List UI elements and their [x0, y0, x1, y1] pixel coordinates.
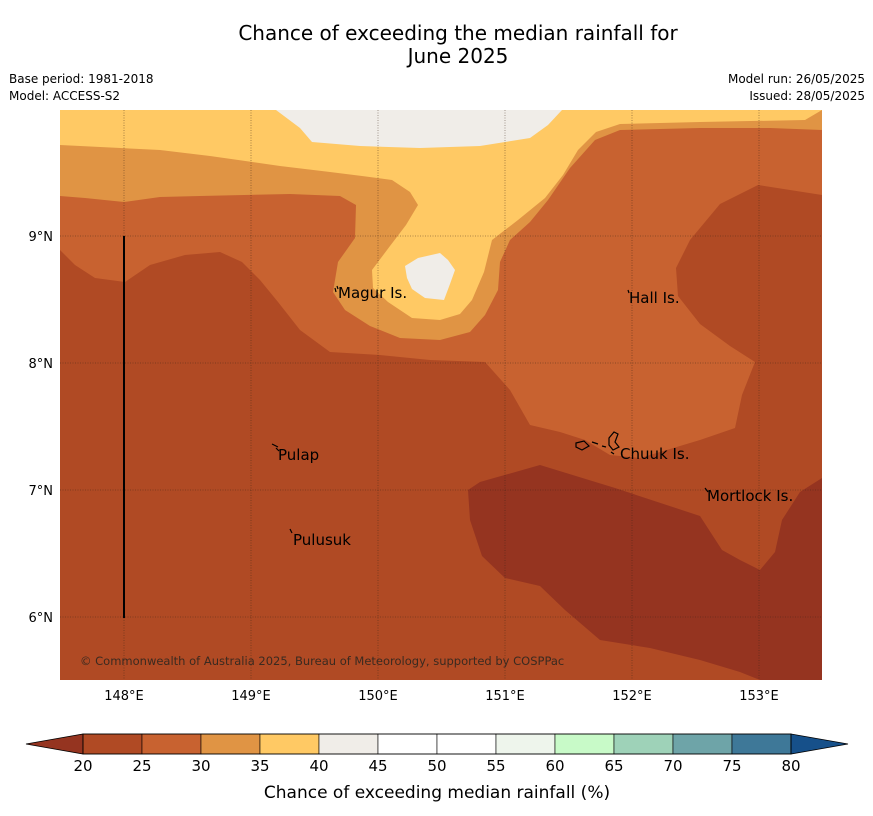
- colorbar: 20 25 30 35 40 45 50 55 60 65 70 75 80 Chance of exc…: [25, 733, 849, 803]
- gridlines: [60, 110, 822, 680]
- lat-label-7n: 7°N: [29, 484, 54, 499]
- colorbar-ticks: 20 25 30 35 40 45 50 55 60 65 70 75 80: [73, 757, 800, 775]
- model-name: Model: ACCESS-S2: [9, 89, 121, 103]
- colorbar-tick-label: 45: [368, 757, 387, 775]
- metadata-left: Base period: 1981-2018 Model: ACCESS-S2: [9, 71, 154, 105]
- region-45-50-north: [276, 110, 562, 148]
- place-label-magur: Magur Is.: [338, 284, 407, 302]
- place-label-hall: Hall Is.: [629, 289, 680, 307]
- colorbar-cell: [613, 733, 674, 755]
- colorbar-tick-label: 40: [309, 757, 328, 775]
- colorbar-frame: [82, 733, 792, 755]
- colorbar-cell: [259, 733, 320, 755]
- place-label-chuuk: Chuuk Is.: [620, 445, 689, 463]
- colorbar-cell: [731, 733, 792, 755]
- lat-label-9n: 9°N: [29, 230, 54, 245]
- island-outlines: [271, 285, 709, 534]
- colorbar-cell: [141, 733, 202, 755]
- colorbar-tick-label: 30: [191, 757, 210, 775]
- lon-label-150e: 150°E: [358, 689, 398, 704]
- copyright-notice: © Commonwealth of Australia 2025, Bureau…: [80, 654, 564, 668]
- colorbar-tick-label: 55: [486, 757, 505, 775]
- place-label-mortlock: Mortlock Is.: [707, 487, 793, 505]
- lon-label-149e: 149°E: [231, 689, 271, 704]
- colorbar-cell: [495, 733, 556, 755]
- colorbar-cell: [200, 733, 261, 755]
- colorbar-tick-label: 20: [73, 757, 92, 775]
- lon-label-151e: 151°E: [485, 689, 525, 704]
- colorbar-cell: [318, 733, 379, 755]
- title-line-2: June 2025: [407, 44, 509, 68]
- colorbar-cell: [436, 733, 497, 755]
- place-label-pulusuk: Pulusuk: [293, 531, 351, 549]
- lon-label-152e: 152°E: [612, 689, 652, 704]
- colorbar-low-extension: [25, 733, 84, 755]
- colorbar-tick-label: 75: [722, 757, 741, 775]
- metadata-right: Model run: 26/05/2025 Issued: 28/05/2025: [728, 71, 865, 105]
- colorbar-tick-label: 50: [427, 757, 446, 775]
- title-line-1: Chance of exceeding the median rainfall …: [238, 21, 678, 45]
- region-45-50-patch: [405, 253, 455, 300]
- colorbar-tick-label: 35: [250, 757, 269, 775]
- lat-label-8n: 8°N: [29, 357, 54, 372]
- colorbar-label: Chance of exceeding median rainfall (%): [264, 783, 610, 803]
- colorbar-cell: [377, 733, 438, 755]
- lon-label-148e: 148°E: [104, 689, 144, 704]
- colorbar-tick-label: 70: [663, 757, 682, 775]
- colorbar-tick-label: 25: [132, 757, 151, 775]
- colorbar-tick-label: 80: [781, 757, 800, 775]
- colorbar-tick-label: 65: [604, 757, 623, 775]
- latitude-labels: 9°N 8°N 7°N 6°N: [29, 230, 54, 626]
- colorbar-cells: [82, 733, 792, 755]
- place-label-pulap: Pulap: [278, 446, 319, 464]
- longitude-labels: 148°E 149°E 150°E 151°E 152°E 153°E: [104, 689, 779, 704]
- region-40-45: [60, 110, 822, 320]
- base-period: Base period: 1981-2018: [9, 72, 154, 86]
- colorbar-cell: [554, 733, 615, 755]
- lat-label-6n: 6°N: [29, 611, 54, 626]
- rainfall-map: Magur Is. Hall Is. Pulap Chuuk Is. Mortl…: [60, 110, 822, 680]
- colorbar-cell: [82, 733, 143, 755]
- colorbar-cell: [672, 733, 733, 755]
- colorbar-tick-label: 60: [545, 757, 564, 775]
- issued-date: Issued: 28/05/2025: [749, 89, 865, 103]
- colorbar-high-extension: [790, 733, 849, 755]
- chart-title: Chance of exceeding the median rainfall …: [0, 22, 873, 68]
- model-run: Model run: 26/05/2025: [727, 72, 865, 86]
- place-labels: Magur Is. Hall Is. Pulap Chuuk Is. Mortl…: [278, 284, 793, 549]
- lon-label-153e: 153°E: [739, 689, 779, 704]
